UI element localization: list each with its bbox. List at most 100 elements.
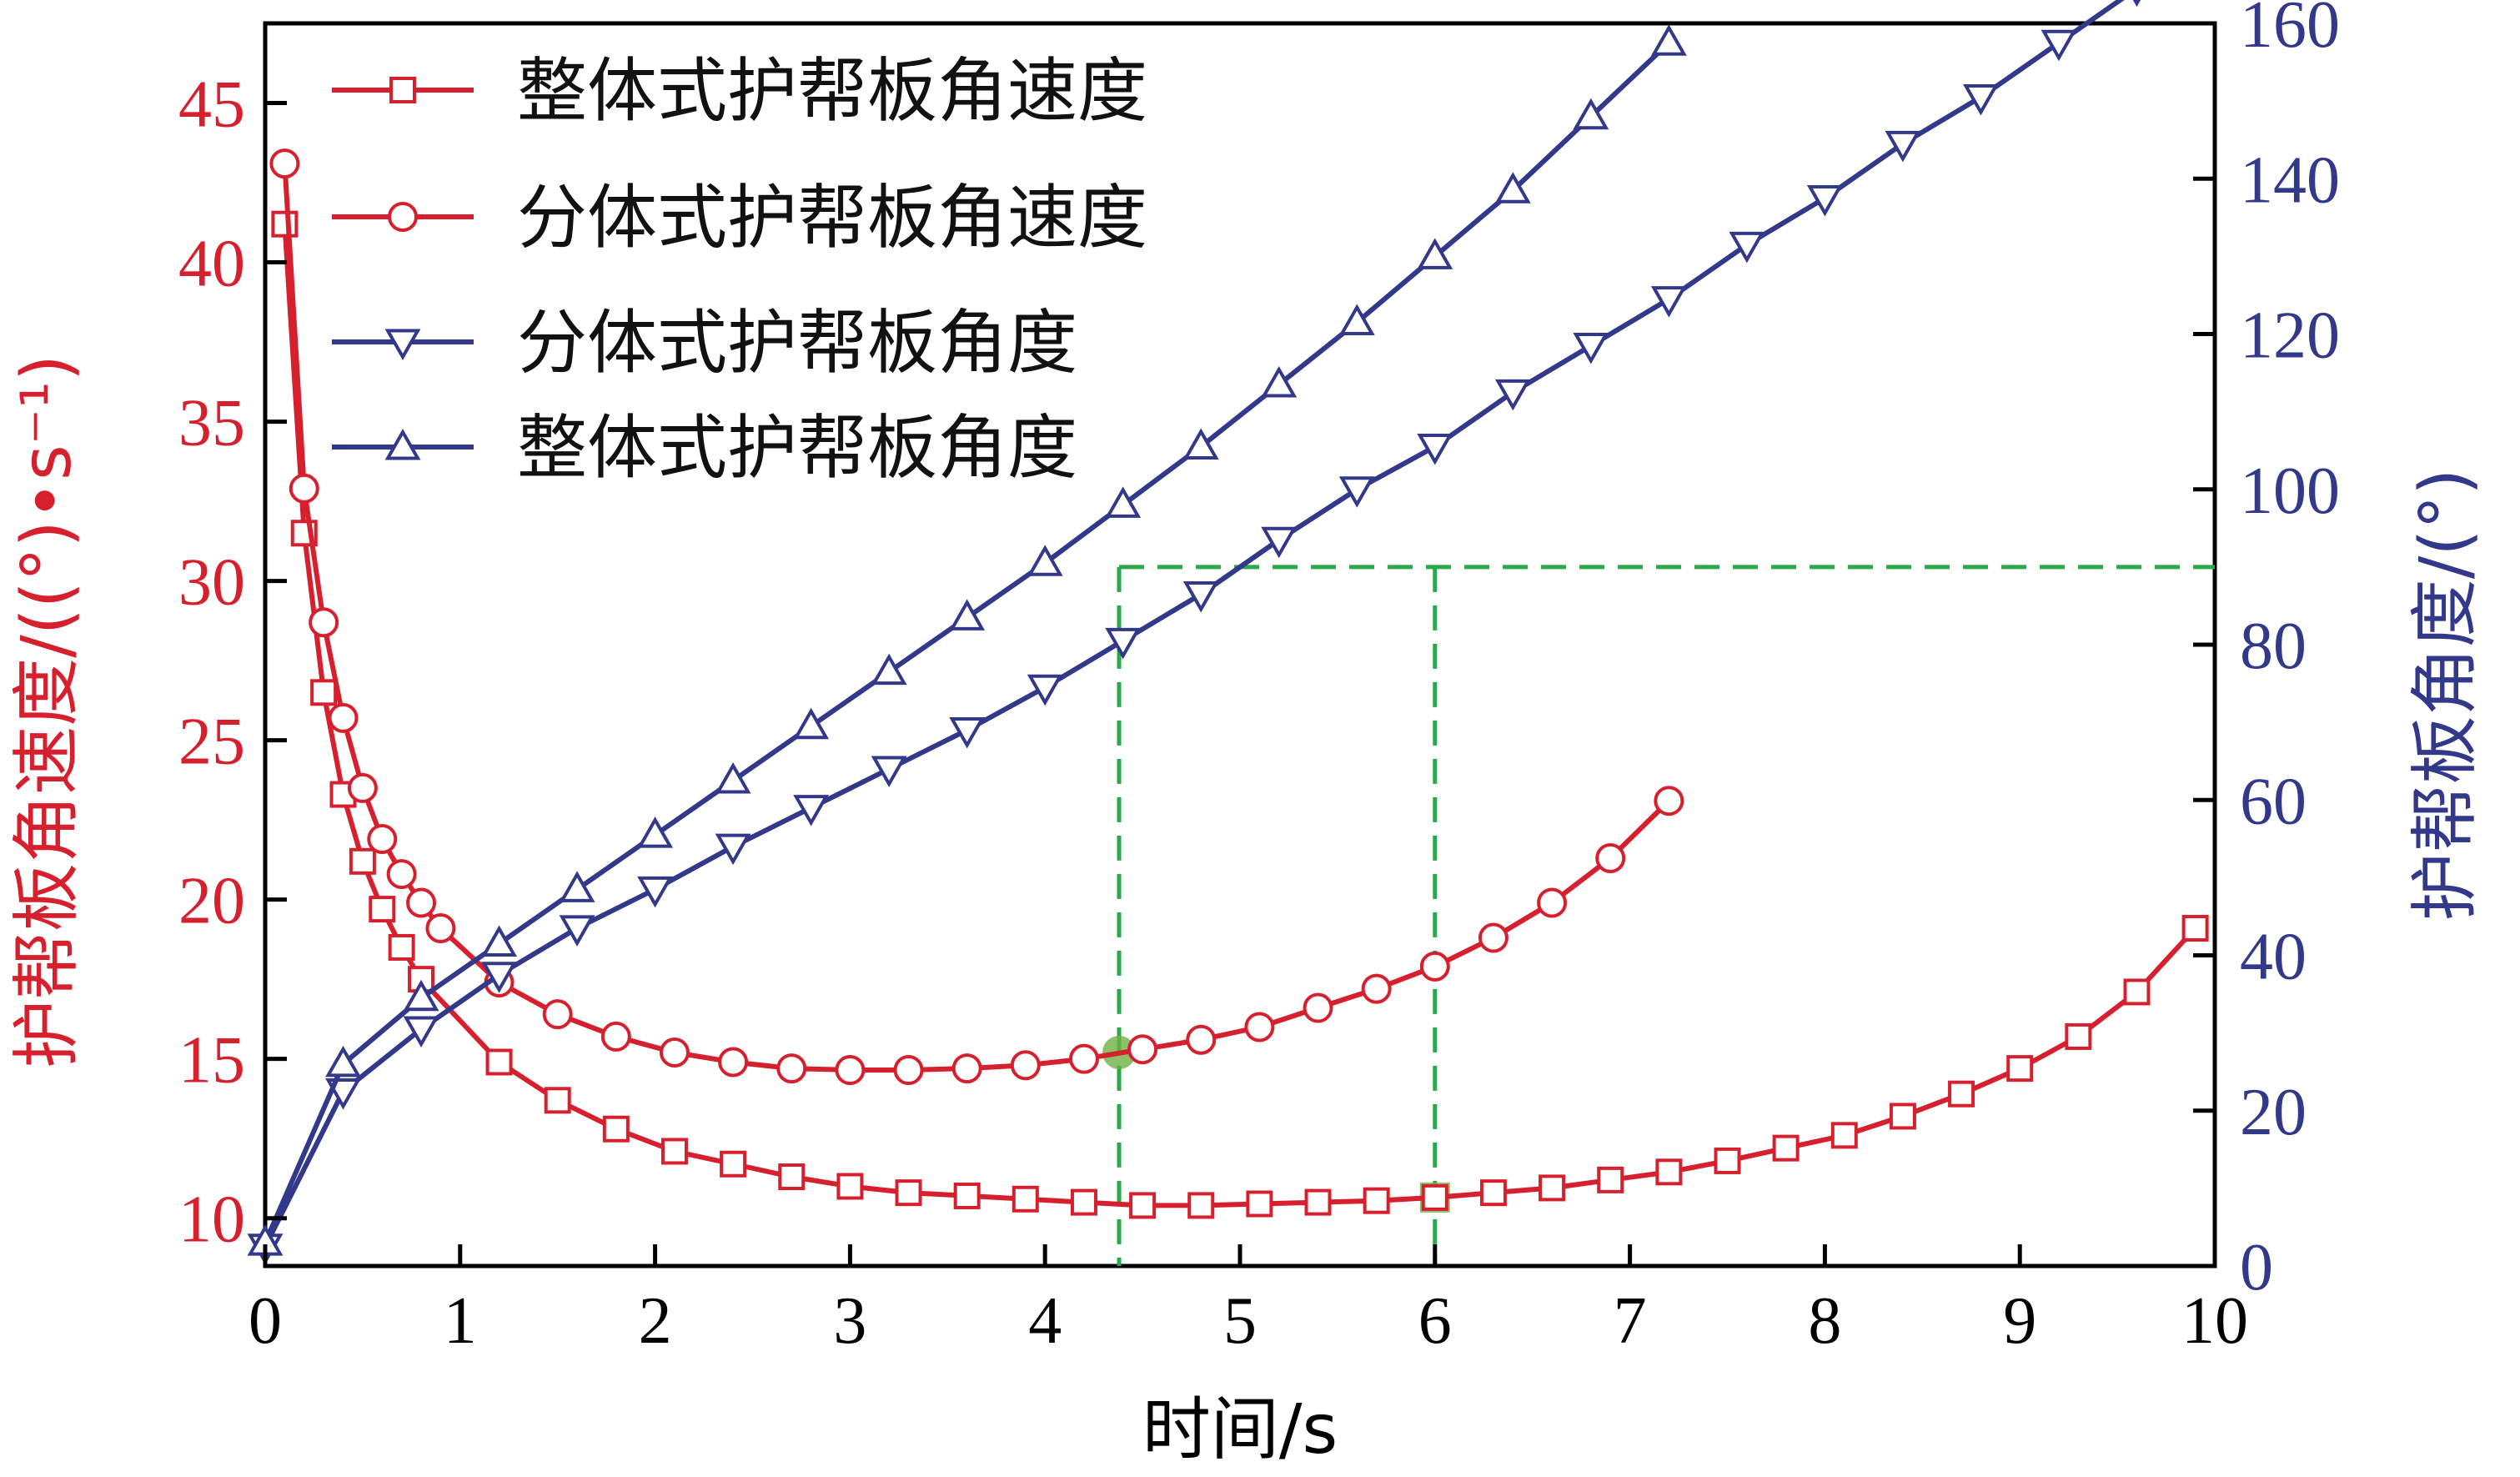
y-right-tick-label: 0: [2240, 1231, 2273, 1304]
data-point: [602, 1115, 630, 1143]
data-point: [1494, 379, 1531, 411]
data-point: [1419, 951, 1450, 982]
data-point: [776, 1053, 807, 1084]
data-point: [1012, 1185, 1039, 1213]
y-left-tick-label: 25: [178, 706, 245, 779]
series-circle: [269, 148, 1684, 1086]
data-point: [953, 1182, 981, 1209]
data-point: [1948, 1080, 1975, 1108]
y-left-tick-label: 30: [178, 546, 245, 620]
y-left-tick-label: 45: [178, 68, 245, 142]
data-point: [951, 1053, 982, 1084]
y-left-tick-label: 40: [178, 228, 245, 301]
data-point: [2132, 0, 2141, 8]
data-point: [2181, 915, 2209, 942]
data-point: [637, 876, 674, 908]
x-tick-label: 8: [1808, 1284, 1841, 1358]
data-point: [1885, 130, 1921, 163]
data-point: [949, 599, 986, 630]
x-tick-label: 7: [1614, 1284, 1647, 1358]
legend-marker: [384, 428, 421, 460]
data-point: [349, 847, 376, 875]
data-point: [1261, 526, 1298, 559]
data-point: [1182, 428, 1219, 460]
y-right-tick-label: 100: [2240, 455, 2340, 528]
data-point: [715, 833, 751, 866]
y-left-tick-label: 15: [178, 1024, 245, 1098]
data-point: [406, 887, 437, 918]
data-point: [1539, 1174, 1566, 1202]
x-tick-label: 5: [1223, 1284, 1257, 1358]
data-point: [1478, 922, 1508, 953]
legend-marker: [389, 77, 416, 103]
data-point: [637, 816, 674, 848]
data-point: [1186, 1024, 1217, 1055]
data-point: [1129, 1192, 1157, 1219]
y-right-tick-label: 140: [2240, 143, 2340, 217]
legend-entry: 分体式护帮板角速度: [332, 177, 1147, 259]
y-right-axis-title: 护帮板角度/(°): [2406, 469, 2485, 922]
series-triangle-up: [247, 24, 1687, 1256]
data-point: [559, 915, 595, 947]
data-point: [1182, 580, 1219, 613]
legend-entry: 分体式护帮板角度: [332, 302, 1077, 384]
data-point: [544, 1087, 571, 1114]
data-point: [1027, 545, 1063, 576]
data-point: [1595, 842, 1626, 873]
y-left-axis: 10 15 20 25 30 35 40 45: [178, 68, 287, 1257]
data-point: [2123, 978, 2151, 1006]
data-point: [1962, 83, 1999, 116]
data-point: [1417, 434, 1453, 465]
data-point: [1261, 366, 1298, 398]
data-point: [271, 210, 299, 238]
data-point: [659, 1037, 690, 1068]
data-point: [1105, 486, 1142, 518]
x-tick-label: 4: [1028, 1284, 1062, 1358]
x-tick-label: 2: [639, 1284, 672, 1358]
data-point: [481, 925, 518, 957]
data-point: [715, 761, 751, 794]
data-point: [2065, 1022, 2092, 1050]
data-point: [1479, 1179, 1507, 1207]
x-tick-label: 9: [2003, 1284, 2036, 1358]
y-right-tick-label: 120: [2240, 299, 2340, 373]
data-point: [793, 795, 830, 826]
data-point: [1421, 1183, 1448, 1211]
data-point: [1304, 1188, 1332, 1216]
y-right-tick-label: 60: [2240, 765, 2307, 838]
data-point: [559, 871, 595, 902]
x-tick-label: 3: [833, 1284, 866, 1358]
data-point: [1654, 786, 1684, 816]
legend-marker: [388, 202, 418, 232]
y-right-tick-label: 160: [2240, 0, 2340, 62]
x-tick-label: 1: [444, 1284, 477, 1358]
x-tick-label: 0: [248, 1284, 282, 1358]
series-layer: [247, 0, 2209, 1265]
data-point: [386, 859, 417, 890]
y-right-tick-label: 40: [2240, 921, 2307, 994]
data-point: [1027, 674, 1063, 706]
legend-entry: 整体式护帮板角度: [332, 407, 1077, 489]
data-point: [1363, 1187, 1390, 1214]
data-point: [1338, 476, 1375, 508]
y-left-axis-title: 护帮板角速度/((°)•s⁻¹): [8, 354, 87, 1068]
x-tick-label: 6: [1418, 1284, 1452, 1358]
data-point: [1338, 304, 1375, 336]
data-point: [367, 824, 398, 855]
data-point: [718, 1047, 749, 1078]
data-point: [485, 1048, 513, 1076]
x-axis-title: 时间/s: [1142, 1390, 1338, 1469]
x-tick-label: 10: [2181, 1284, 2248, 1358]
data-point: [1830, 1122, 1858, 1149]
data-point: [660, 1138, 688, 1165]
data-point: [1650, 24, 1687, 56]
legend-label: 整体式护帮板角速度: [517, 50, 1147, 132]
data-point: [289, 473, 319, 504]
data-point: [1070, 1188, 1097, 1216]
data-point: [1187, 1192, 1215, 1219]
x-axis: 0 1 2 3 4 5 6 7 8 9 10: [248, 1244, 2248, 1358]
data-point: [1303, 992, 1333, 1023]
data-point: [2041, 29, 2077, 62]
y-right-axis: 0 20 40 60 80 100 120 140 160: [2193, 0, 2340, 1304]
